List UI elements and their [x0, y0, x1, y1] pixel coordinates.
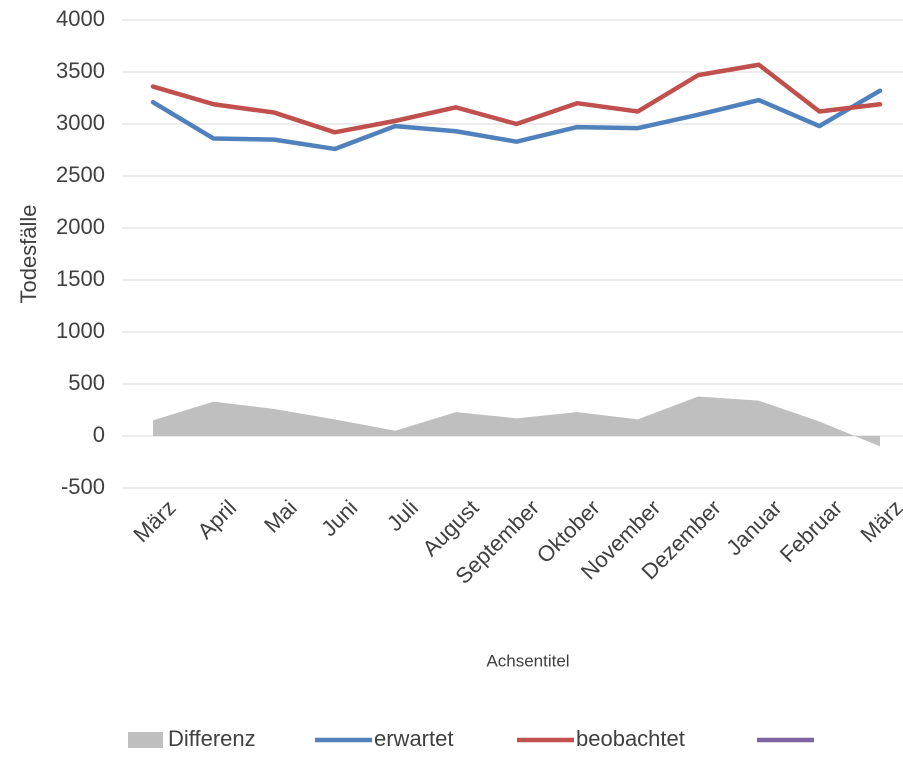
y-tick-label: 4000 [56, 6, 105, 31]
y-tick-label: 500 [68, 370, 105, 395]
y-tick-label: 2000 [56, 214, 105, 239]
x-tick-label: Juni [316, 495, 362, 541]
y-tick-label: 0 [93, 422, 105, 447]
x-axis-title: Achsentitel [486, 651, 569, 670]
y-tick-label: 1500 [56, 266, 105, 291]
x-tick-label: März [128, 495, 180, 547]
y-axis-title: Todesfälle [16, 204, 41, 303]
legend-label: Differenz [168, 726, 256, 751]
y-tick-label: 3000 [56, 110, 105, 135]
legend-label: beobachtet [576, 726, 685, 751]
x-tick-label: Mai [259, 495, 302, 538]
x-tick-label: April [192, 495, 241, 544]
line [150, 62, 883, 135]
x-tick-label: Februar [775, 495, 847, 567]
y-tick-label: 1000 [56, 318, 105, 343]
y-tick-label: -500 [61, 474, 105, 499]
y-tick-label: 2500 [56, 162, 105, 187]
area [153, 396, 880, 447]
legend-label: erwartet [374, 726, 453, 751]
x-tick-label: Juli [382, 495, 423, 536]
y-tick-label: 3500 [56, 58, 105, 83]
line [150, 88, 883, 152]
legend-swatch [128, 732, 163, 748]
x-tick-label: März [855, 495, 903, 547]
